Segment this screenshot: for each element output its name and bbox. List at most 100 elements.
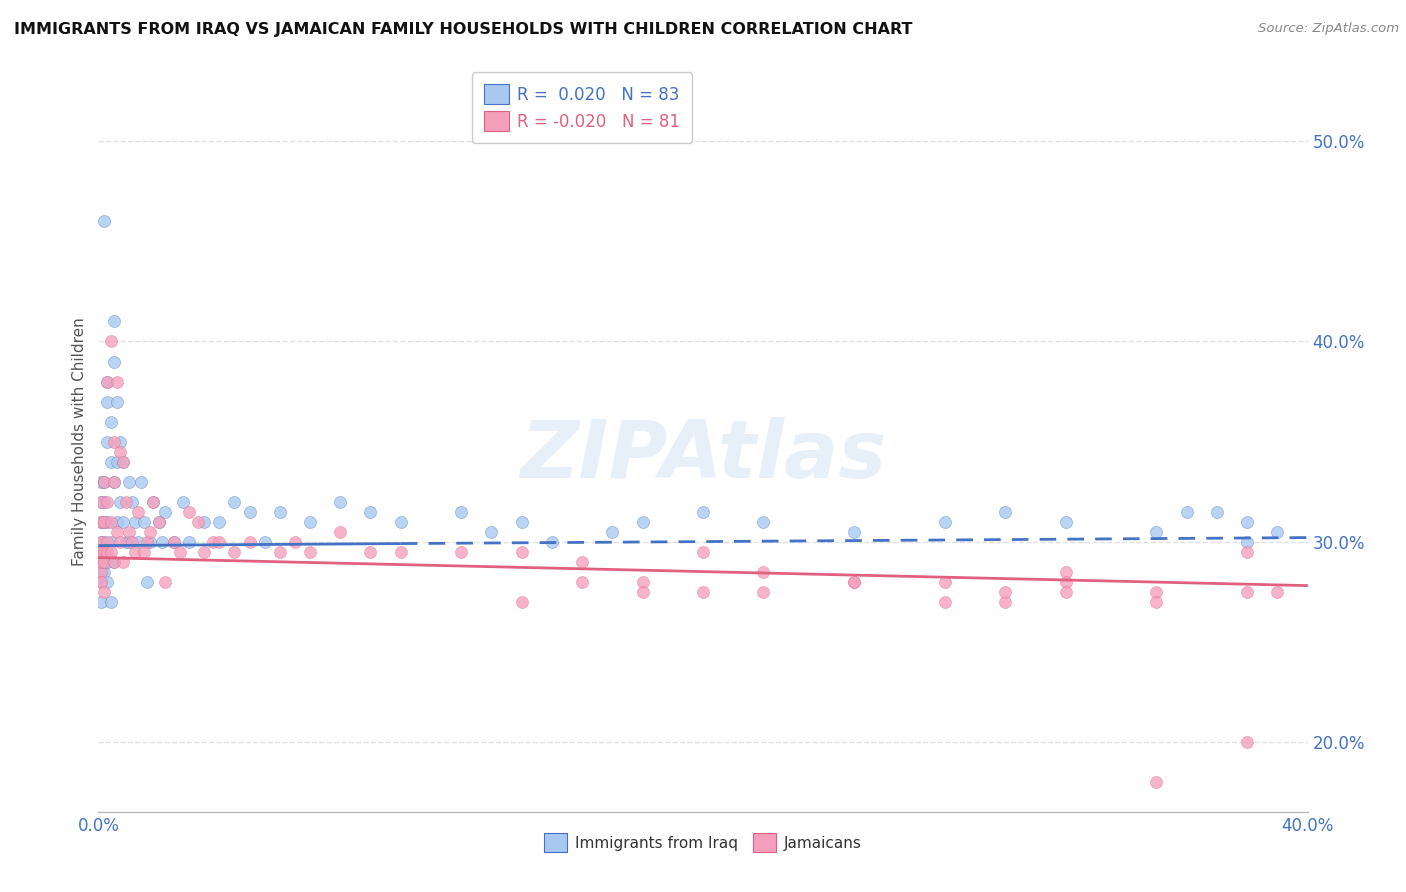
Point [299, 544, 322, 558]
Point [100, 515, 122, 529]
Point [114, 494, 136, 508]
Point [163, 534, 186, 549]
Point [148, 515, 170, 529]
Point [105, 524, 128, 539]
Point [118, 475, 141, 489]
Point [450, 505, 472, 519]
Point [90, 494, 112, 508]
Point [90, 555, 112, 569]
Point [103, 555, 125, 569]
Point [96, 375, 118, 389]
Point [96, 555, 118, 569]
Point [692, 505, 714, 519]
Point [602, 524, 624, 539]
Point [360, 544, 382, 558]
Point [269, 505, 291, 519]
Point [360, 505, 382, 519]
Point [1267, 584, 1289, 599]
Point [631, 584, 654, 599]
Point [1144, 774, 1167, 789]
Point [844, 574, 866, 589]
Point [127, 534, 149, 549]
Point [124, 515, 146, 529]
Point [389, 544, 412, 558]
Point [934, 515, 956, 529]
Point [1267, 524, 1289, 539]
Text: IMMIGRANTS FROM IRAQ VS JAMAICAN FAMILY HOUSEHOLDS WITH CHILDREN CORRELATION CHA: IMMIGRANTS FROM IRAQ VS JAMAICAN FAMILY … [14, 22, 912, 37]
Point [329, 524, 352, 539]
Point [208, 515, 231, 529]
Point [135, 574, 157, 589]
Point [153, 574, 176, 589]
Point [934, 574, 956, 589]
Point [108, 494, 131, 508]
Point [132, 515, 155, 529]
Point [179, 505, 201, 519]
Point [103, 354, 125, 368]
Point [108, 434, 131, 449]
Point [100, 594, 122, 608]
Point [93, 555, 115, 569]
Point [253, 534, 276, 549]
Point [90, 555, 112, 569]
Point [139, 524, 162, 539]
Point [139, 534, 162, 549]
Point [105, 394, 128, 409]
Point [150, 534, 173, 549]
Point [1236, 734, 1258, 748]
Point [934, 594, 956, 608]
Point [90, 534, 112, 549]
Point [994, 584, 1017, 599]
Point [1236, 534, 1258, 549]
Point [1054, 565, 1077, 579]
Point [90, 565, 112, 579]
Point [93, 544, 115, 558]
Point [108, 534, 131, 549]
Point [90, 574, 112, 589]
Point [631, 574, 654, 589]
Point [224, 544, 246, 558]
Point [132, 544, 155, 558]
Point [96, 544, 118, 558]
Point [96, 375, 118, 389]
Point [93, 475, 115, 489]
Point [844, 524, 866, 539]
Point [93, 544, 115, 558]
Point [1054, 515, 1077, 529]
Point [299, 515, 322, 529]
Point [96, 515, 118, 529]
Legend: Immigrants from Iraq, Jamaicans: Immigrants from Iraq, Jamaicans [537, 826, 869, 860]
Point [540, 534, 562, 549]
Y-axis label: Family Households with Children: Family Households with Children [72, 318, 87, 566]
Point [752, 515, 775, 529]
Point [1144, 524, 1167, 539]
Point [90, 534, 112, 549]
Point [100, 415, 122, 429]
Point [103, 475, 125, 489]
Point [169, 544, 191, 558]
Point [105, 375, 128, 389]
Point [103, 555, 125, 569]
Point [105, 515, 128, 529]
Point [239, 505, 262, 519]
Point [93, 584, 115, 599]
Point [103, 475, 125, 489]
Point [93, 214, 115, 228]
Point [135, 534, 157, 549]
Point [1236, 584, 1258, 599]
Point [90, 515, 112, 529]
Point [142, 494, 165, 508]
Point [121, 494, 143, 508]
Point [571, 555, 593, 569]
Point [90, 475, 112, 489]
Point [108, 444, 131, 458]
Point [692, 584, 714, 599]
Point [90, 494, 112, 508]
Point [1144, 584, 1167, 599]
Point [179, 534, 201, 549]
Point [1206, 505, 1229, 519]
Point [187, 515, 209, 529]
Point [450, 544, 472, 558]
Point [111, 555, 134, 569]
Point [153, 505, 176, 519]
